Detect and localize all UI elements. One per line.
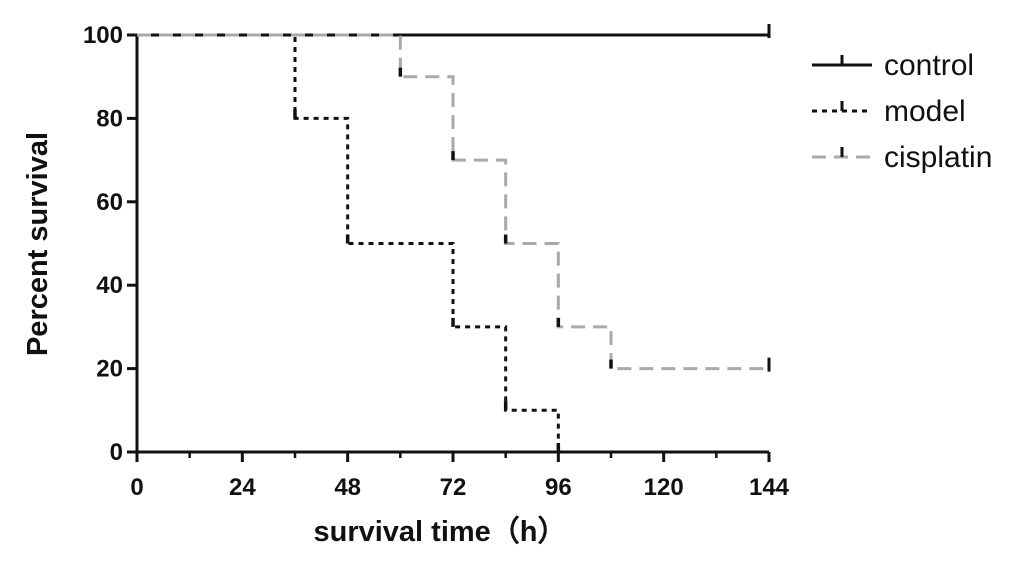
y-tick-label: 80	[96, 105, 123, 132]
y-axis-title: Percent survival	[22, 132, 54, 356]
legend-label: cisplatin	[884, 141, 992, 174]
x-axis-title: survival time（h）	[313, 515, 566, 548]
legend-item-control: control	[812, 49, 974, 82]
x-tick-label: 0	[130, 474, 143, 501]
axes: 0 24 48 72 96 120 144 0 20 40 60 80 100	[83, 22, 790, 501]
y-tick-label: 0	[110, 439, 123, 466]
x-tick-label: 144	[749, 474, 790, 501]
legend-item-model: model	[812, 95, 966, 128]
series-lines	[137, 24, 771, 452]
x-tick-label: 48	[334, 474, 361, 501]
y-tick-label: 100	[83, 22, 123, 49]
legend-label: model	[884, 95, 966, 128]
legend-item-cisplatin: cisplatin	[812, 141, 992, 174]
y-tick-label: 40	[96, 272, 123, 299]
series-line-model	[137, 33, 560, 452]
x-tick-label: 72	[440, 474, 467, 501]
x-tick-label: 120	[644, 474, 684, 501]
y-tick-label: 20	[96, 356, 123, 383]
y-tick-label: 60	[96, 189, 123, 216]
legend-label: control	[884, 49, 974, 82]
x-tick-label: 96	[545, 474, 572, 501]
x-tick-label: 24	[229, 474, 256, 501]
legend: control model cisplatin	[812, 49, 992, 174]
